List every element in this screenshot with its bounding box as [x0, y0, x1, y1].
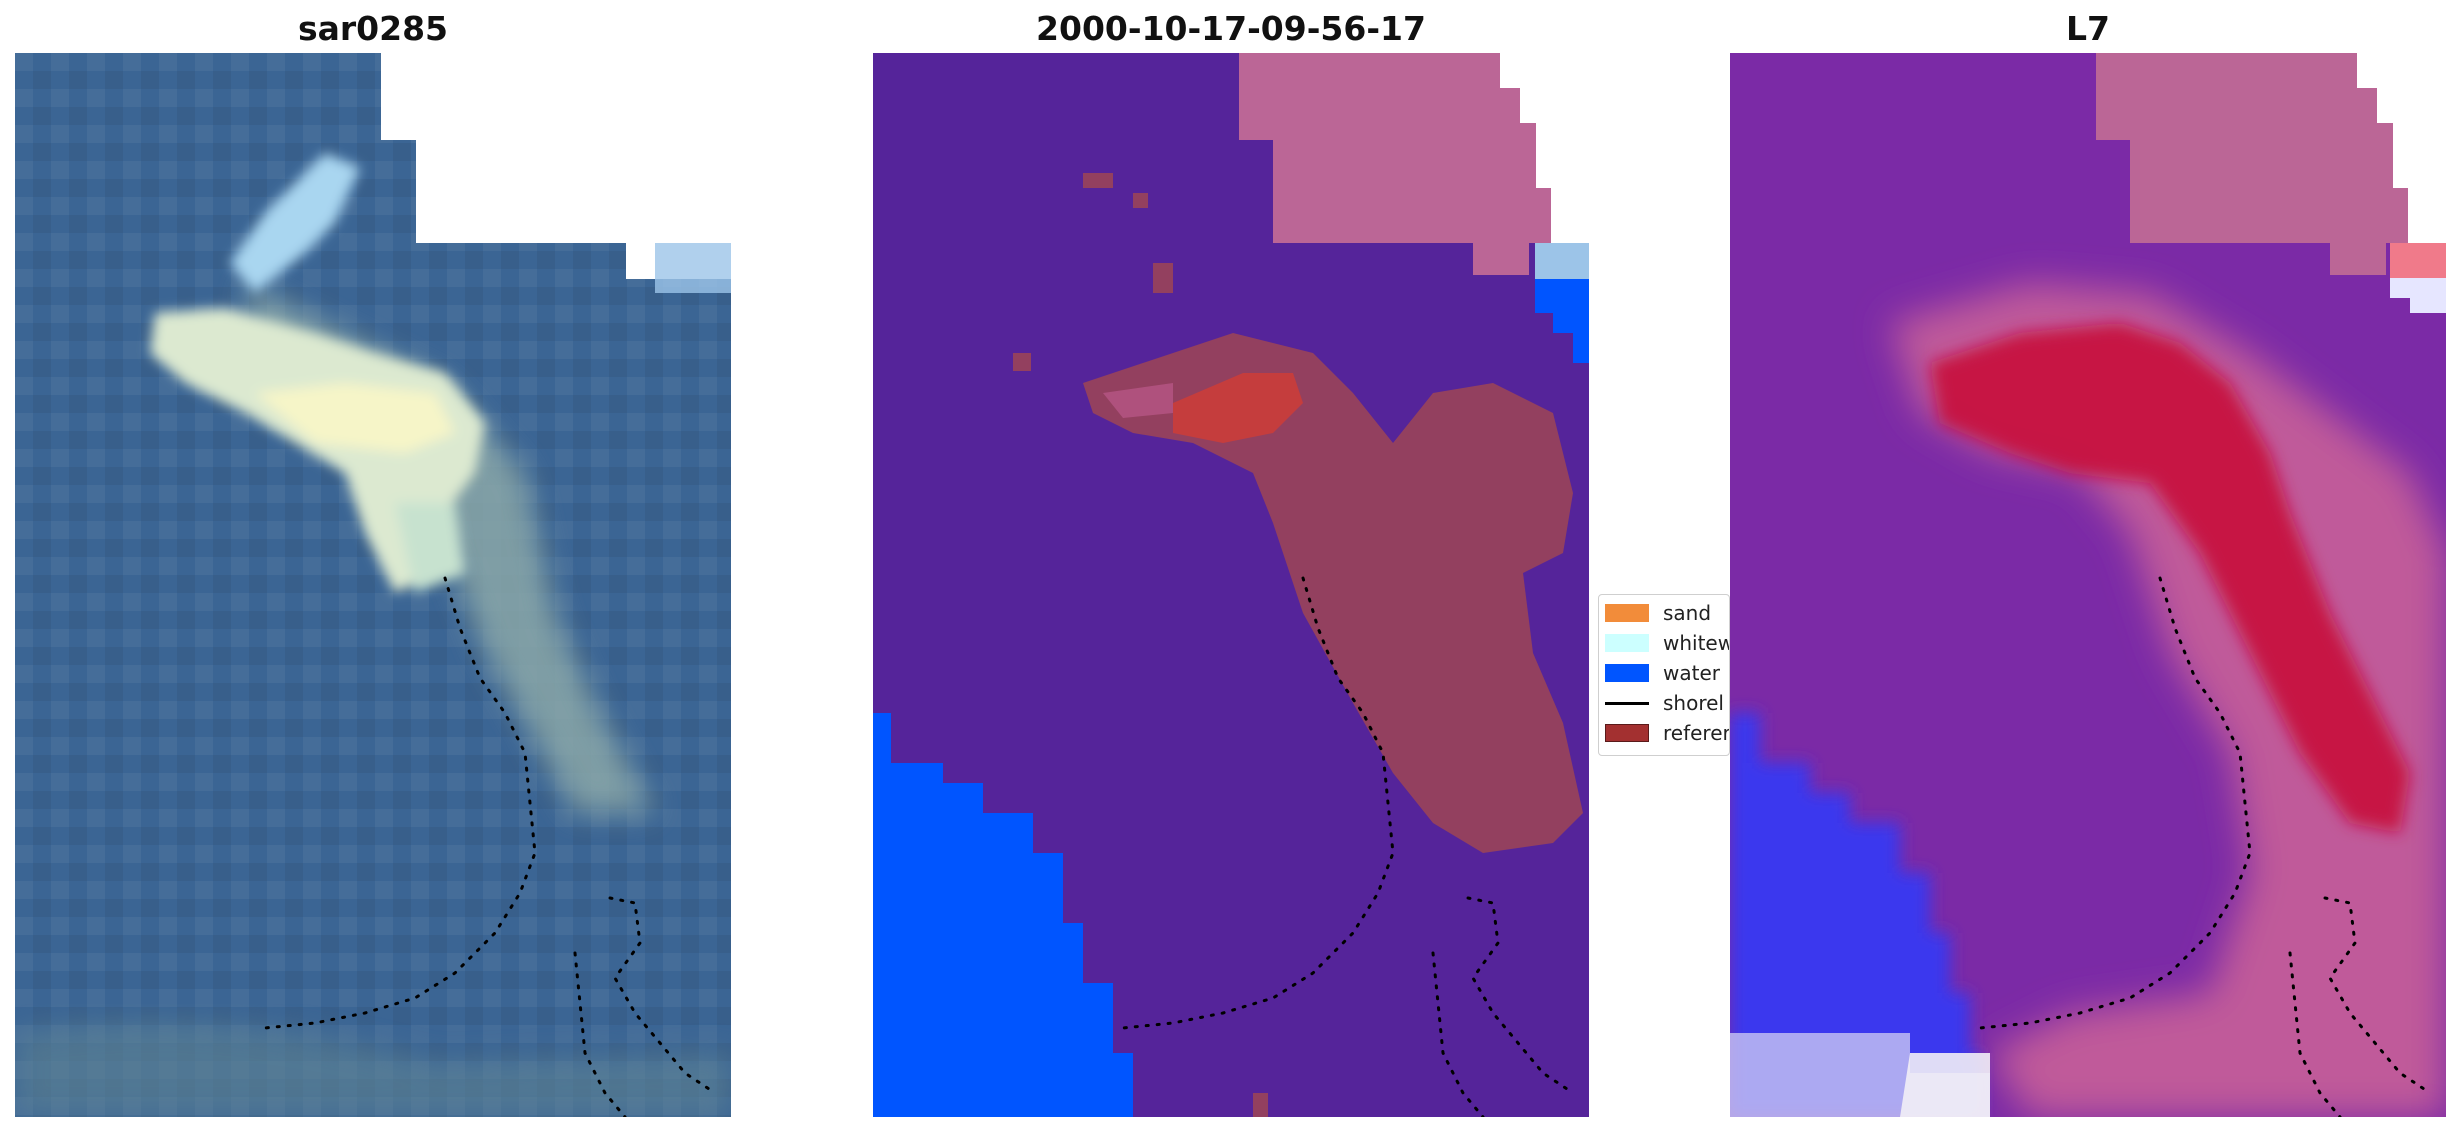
legend-item-water: water [1605, 660, 1720, 686]
rgb-image-panel [15, 53, 731, 1117]
legend-swatch-reference [1605, 724, 1649, 742]
legend-swatch-shoreline [1605, 701, 1649, 705]
legend-swatch-water [1605, 664, 1649, 682]
legend-item-sand: sand [1605, 600, 1711, 626]
l7-image [1730, 53, 2446, 1117]
legend-label-reference: referer [1663, 721, 1730, 745]
classified-image-panel [873, 53, 1589, 1117]
legend: sand whitew water shorel referer [1598, 594, 1730, 756]
legend-label-whitewater: whitew [1663, 631, 1730, 655]
l7-image-panel [1730, 53, 2446, 1117]
panel-title-rgb: sar0285 [297, 9, 449, 48]
legend-label-water: water [1663, 661, 1720, 685]
rgb-image [15, 53, 731, 1117]
classified-image [873, 53, 1589, 1117]
legend-swatch-sand [1605, 604, 1649, 622]
legend-item-shoreline: shorel [1605, 690, 1724, 716]
legend-item-reference: referer [1605, 720, 1730, 746]
legend-label-sand: sand [1663, 601, 1712, 625]
panel-title-classified: 2000-10-17-09-56-17 [1036, 9, 1426, 48]
legend-label-shoreline: shorel [1663, 691, 1724, 715]
panel-title-l7: L7 [2066, 9, 2110, 48]
legend-item-whitewater: whitew [1605, 630, 1730, 656]
legend-swatch-whitewater [1605, 634, 1649, 652]
